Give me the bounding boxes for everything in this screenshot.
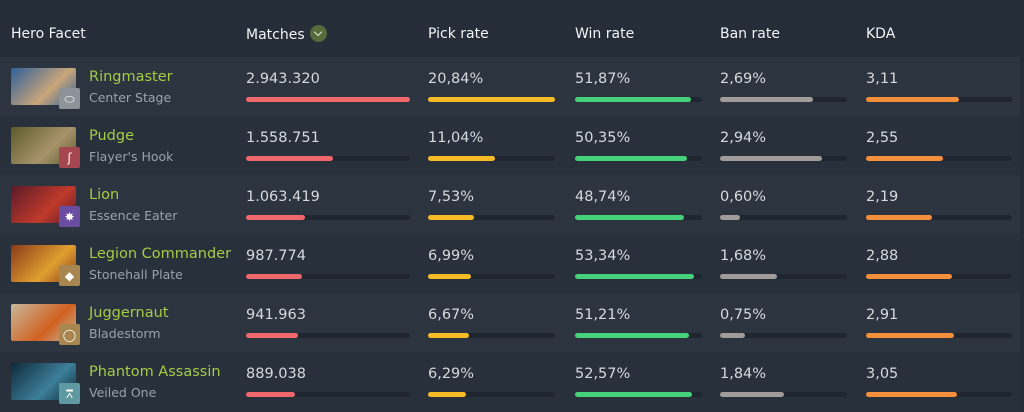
- pick-rate-bar: [428, 215, 555, 220]
- column-matches-label: Matches: [246, 27, 305, 43]
- ban-rate-value: 2,69%: [720, 71, 767, 87]
- win-rate-value: 51,21%: [575, 307, 631, 323]
- kda-bar: [866, 156, 1012, 161]
- ban-rate-value: 0,75%: [720, 307, 767, 323]
- matches-value: 987.774: [246, 248, 306, 264]
- hero-name[interactable]: Phantom Assassin: [89, 364, 221, 380]
- matches-value: 889.038: [246, 366, 306, 382]
- pick-rate-value: 6,67%: [428, 307, 475, 323]
- facet-name: Bladestorm: [89, 326, 161, 341]
- matches-bar: [246, 156, 410, 161]
- ban-rate-bar: [720, 97, 847, 102]
- win-rate-bar: [575, 392, 702, 397]
- pick-rate-value: 11,04%: [428, 130, 484, 146]
- table-body: ⬭ Ringmaster Center Stage 2.943.320 20,8…: [0, 57, 1024, 411]
- hero-name[interactable]: Legion Commander: [89, 246, 232, 262]
- facet-name: Essence Eater: [89, 208, 178, 223]
- facet-name: Stonehall Plate: [89, 267, 183, 282]
- kda-value: 2,88: [866, 248, 899, 264]
- kda-value: 3,11: [866, 71, 899, 87]
- ban-rate-bar: [720, 156, 847, 161]
- pick-rate-value: 6,29%: [428, 366, 475, 382]
- ban-rate-value: 2,94%: [720, 130, 767, 146]
- pick-rate-bar: [428, 274, 555, 279]
- win-rate-bar: [575, 333, 702, 338]
- kda-value: 2,19: [866, 189, 899, 205]
- hero-name[interactable]: Juggernaut: [89, 305, 169, 321]
- column-win-rate[interactable]: Win rate: [575, 26, 635, 42]
- hero-name[interactable]: Lion: [89, 187, 120, 203]
- ban-rate-bar: [720, 274, 847, 279]
- table-row[interactable]: ✸ Lion Essence Eater 1.063.419 7,53% 48,…: [0, 175, 1020, 234]
- matches-value: 1.558.751: [246, 130, 320, 146]
- matches-value: 1.063.419: [246, 189, 320, 205]
- facet-name: Center Stage: [89, 90, 172, 105]
- matches-value: 2.943.320: [246, 71, 320, 87]
- kda-value: 2,55: [866, 130, 899, 146]
- stage-icon: ⬭: [59, 88, 80, 109]
- win-rate-bar: [575, 215, 702, 220]
- ring-icon: ◯: [59, 324, 80, 345]
- essence-icon: ✸: [59, 206, 80, 227]
- ban-rate-bar: [720, 392, 847, 397]
- win-rate-value: 51,87%: [575, 71, 631, 87]
- facet-name: Veiled One: [89, 385, 157, 400]
- ban-rate-value: 1,84%: [720, 366, 767, 382]
- matches-bar: [246, 215, 410, 220]
- table-row[interactable]: ◆ Legion Commander Stonehall Plate 987.7…: [0, 234, 1020, 293]
- kda-bar: [866, 392, 1012, 397]
- hero-name[interactable]: Ringmaster: [89, 69, 173, 85]
- column-kda[interactable]: KDA: [866, 26, 896, 42]
- column-hero-facet[interactable]: Hero Facet: [11, 26, 86, 42]
- pick-rate-bar: [428, 97, 555, 102]
- kda-bar: [866, 333, 1012, 338]
- hook-icon: ʃ: [59, 147, 80, 168]
- matches-bar: [246, 97, 410, 102]
- pick-rate-value: 20,84%: [428, 71, 484, 87]
- kda-value: 2,91: [866, 307, 899, 323]
- pick-rate-bar: [428, 156, 555, 161]
- win-rate-value: 52,57%: [575, 366, 631, 382]
- ban-rate-value: 1,68%: [720, 248, 767, 264]
- kda-bar: [866, 97, 1012, 102]
- pick-rate-bar: [428, 392, 555, 397]
- column-matches[interactable]: Matches: [246, 25, 327, 44]
- matches-bar: [246, 274, 410, 279]
- shield-icon: ◆: [59, 265, 80, 286]
- pick-rate-value: 6,99%: [428, 248, 475, 264]
- matches-bar: [246, 333, 410, 338]
- win-rate-value: 53,34%: [575, 248, 631, 264]
- veil-icon: ⩞: [59, 383, 80, 404]
- win-rate-bar: [575, 274, 702, 279]
- column-ban-rate[interactable]: Ban rate: [720, 26, 780, 42]
- pick-rate-value: 7,53%: [428, 189, 475, 205]
- matches-value: 941.963: [246, 307, 306, 323]
- table-row[interactable]: ◯ Juggernaut Bladestorm 941.963 6,67% 51…: [0, 293, 1020, 352]
- win-rate-value: 48,74%: [575, 189, 631, 205]
- kda-bar: [866, 274, 1012, 279]
- win-rate-bar: [575, 156, 702, 161]
- table-row[interactable]: ⩞ Phantom Assassin Veiled One 889.038 6,…: [0, 352, 1020, 411]
- column-pick-rate[interactable]: Pick rate: [428, 26, 489, 42]
- facet-name: Flayer's Hook: [89, 149, 174, 164]
- hero-name[interactable]: Pudge: [89, 128, 135, 144]
- table-row[interactable]: ʃ Pudge Flayer's Hook 1.558.751 11,04% 5…: [0, 116, 1020, 175]
- win-rate-value: 50,35%: [575, 130, 631, 146]
- pick-rate-bar: [428, 333, 555, 338]
- matches-bar: [246, 392, 410, 397]
- ban-rate-bar: [720, 333, 847, 338]
- kda-bar: [866, 215, 1012, 220]
- ban-rate-value: 0,60%: [720, 189, 767, 205]
- table-header: Hero Facet Matches Pick rate Win rate Ba…: [0, 0, 1024, 57]
- kda-value: 3,05: [866, 366, 899, 382]
- ban-rate-bar: [720, 215, 847, 220]
- table-row[interactable]: ⬭ Ringmaster Center Stage 2.943.320 20,8…: [0, 57, 1020, 116]
- win-rate-bar: [575, 97, 702, 102]
- chevron-down-icon[interactable]: [309, 25, 327, 42]
